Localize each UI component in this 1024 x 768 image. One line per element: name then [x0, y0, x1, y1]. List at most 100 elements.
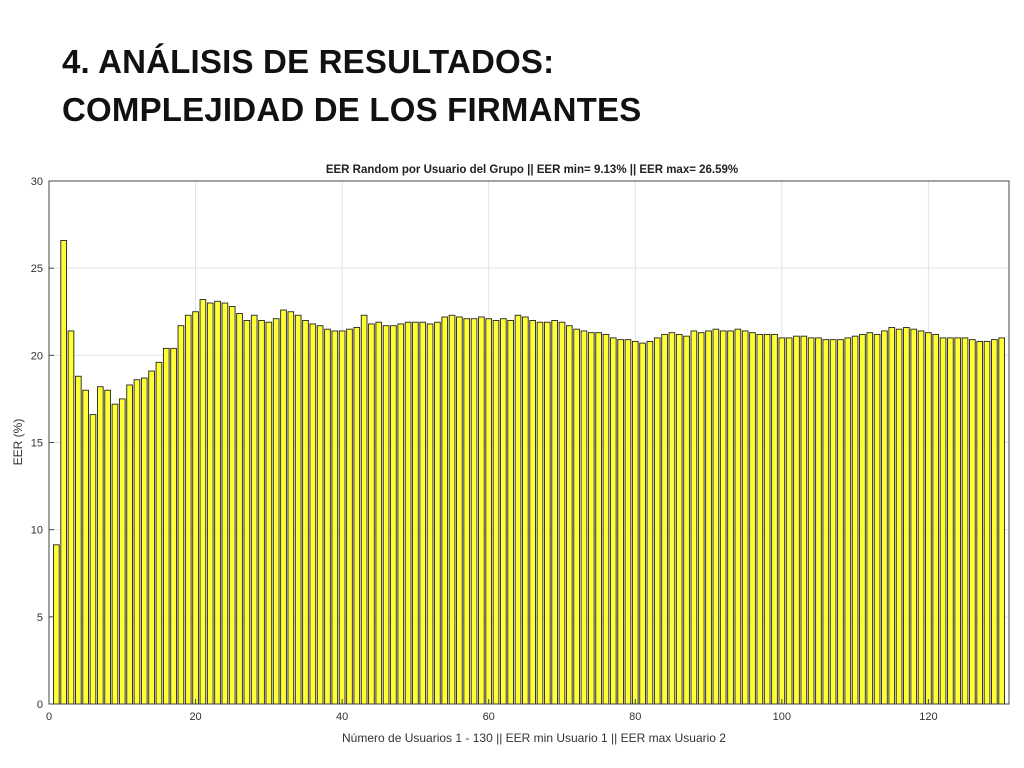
- y-tick-label: 10: [31, 525, 43, 537]
- eer-bar: [250, 314, 258, 705]
- eer-bar: [624, 339, 632, 705]
- eer-bar: [573, 328, 580, 705]
- eer-bar: [404, 321, 412, 705]
- eer-bar: [712, 328, 720, 705]
- x-tick-label: 0: [46, 711, 52, 723]
- x-tick-label: 80: [629, 711, 641, 723]
- eer-bar: [749, 332, 756, 705]
- eer-bar: [272, 318, 280, 705]
- x-tick-label: 60: [483, 711, 495, 723]
- eer-bar: [998, 337, 1005, 705]
- eer-bar: [448, 314, 456, 705]
- eer-bar: [184, 314, 192, 705]
- eer-bar: [470, 318, 478, 705]
- eer-bar: [756, 333, 764, 705]
- eer-bar: [111, 403, 119, 705]
- eer-bar: [566, 325, 573, 705]
- eer-bar: [888, 326, 896, 705]
- eer-bar: [551, 320, 558, 705]
- eer-bar: [360, 314, 368, 705]
- eer-bar: [617, 339, 624, 705]
- eer-bar: [60, 239, 67, 705]
- x-tick-label: 40: [336, 711, 348, 723]
- eer-bar: [947, 337, 954, 705]
- eer-bar: [67, 330, 75, 705]
- eer-bar: [690, 330, 698, 705]
- eer-bar: [881, 330, 888, 705]
- eer-bar: [492, 320, 500, 705]
- eer-bar: [500, 318, 507, 705]
- x-axis-ticks: 0 20 40 60 80 100 120: [46, 699, 938, 723]
- eer-bar: [954, 337, 962, 705]
- eer-bar: [338, 330, 346, 705]
- eer-bar: [837, 339, 844, 705]
- eer-bar: [294, 314, 302, 705]
- eer-bar: [382, 325, 390, 705]
- eer-bar: [82, 389, 89, 705]
- eer-bar: [390, 325, 397, 705]
- eer-bar: [983, 340, 991, 705]
- eer-bar: [118, 398, 126, 705]
- eer-bar: [697, 332, 705, 705]
- x-tick-label: 100: [773, 711, 791, 723]
- eer-bar: [522, 316, 529, 705]
- eer-bar: [162, 347, 170, 705]
- eer-bar: [53, 544, 60, 705]
- eer-bar: [991, 339, 998, 705]
- eer-bar: [771, 333, 778, 705]
- eer-bar: [155, 361, 163, 705]
- eer-bar: [324, 328, 331, 705]
- eer-bar: [434, 321, 441, 705]
- eer-bar: [675, 333, 683, 705]
- eer-bar: [331, 330, 339, 705]
- eer-bar: [807, 337, 815, 705]
- eer-bar: [536, 321, 544, 705]
- eer-bar: [309, 323, 317, 705]
- eer-bar: [441, 316, 449, 705]
- eer-bar: [412, 321, 419, 705]
- eer-bar: [302, 320, 309, 705]
- eer-bar: [939, 337, 947, 705]
- eer-bar: [661, 333, 668, 705]
- eer-bar: [456, 316, 463, 705]
- eer-bar-chart: 0 5 10 15 20 25 30 0 20 40 60 80 100 120 EER Random …: [11, 164, 1010, 745]
- y-axis-ticks: 0 5 10 15 20 25 30: [31, 176, 54, 711]
- eer-bar: [822, 339, 830, 705]
- eer-bar: [485, 318, 493, 705]
- eer-bar: [800, 335, 808, 705]
- eer-bar: [558, 321, 566, 705]
- eer-bar: [287, 311, 295, 705]
- eer-bar: [316, 325, 324, 705]
- eer-bar: [844, 337, 852, 705]
- y-tick-label: 5: [37, 612, 43, 624]
- x-tick-label: 120: [919, 711, 937, 723]
- eer-bar: [104, 389, 111, 705]
- y-tick-label: 15: [31, 438, 43, 450]
- eer-bar: [170, 347, 177, 705]
- eer-bar: [478, 316, 485, 705]
- eer-bar: [126, 384, 133, 705]
- eer-bar: [727, 330, 734, 705]
- eer-bar: [375, 321, 383, 705]
- eer-bar: [148, 370, 155, 705]
- eer-bar: [602, 333, 610, 705]
- y-tick-label: 30: [31, 176, 43, 188]
- eer-bar: [646, 340, 654, 705]
- eer-bar: [851, 335, 859, 705]
- eer-bar: [969, 339, 976, 705]
- eer-bar: [544, 321, 551, 705]
- eer-bar: [214, 300, 221, 705]
- eer-bar: [206, 302, 214, 705]
- slide-title-line-2: COMPLEJIDAD DE LOS FIRMANTES: [62, 91, 642, 128]
- eer-bar: [397, 323, 405, 705]
- eer-bar: [199, 299, 207, 705]
- eer-bar: [243, 320, 251, 705]
- y-tick-label: 0: [37, 699, 43, 711]
- eer-bar: [221, 302, 229, 705]
- eer-bar: [668, 332, 676, 705]
- eer-bar: [631, 340, 639, 705]
- eer-bar: [719, 330, 727, 705]
- eer-bar: [976, 340, 984, 705]
- eer-bar: [353, 326, 361, 705]
- eer-bar: [587, 332, 595, 705]
